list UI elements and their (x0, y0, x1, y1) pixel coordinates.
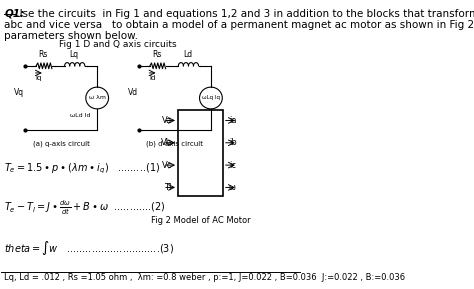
Text: Lq: Lq (69, 50, 78, 59)
Text: Vq: Vq (14, 88, 24, 97)
Text: Id: Id (149, 75, 156, 81)
Text: Ld: Ld (183, 50, 192, 59)
Text: Fig 2 Model of AC Motor: Fig 2 Model of AC Motor (151, 216, 250, 225)
Text: ω λm: ω λm (89, 95, 106, 101)
Text: $T_e = 1.5 \bullet p \bullet (\lambda m \bullet i_q)$   .........(1): $T_e = 1.5 \bullet p \bullet (\lambda m … (4, 162, 161, 176)
Text: iq: iq (36, 75, 42, 81)
Text: ib: ib (229, 138, 237, 147)
Text: Va: Va (162, 116, 172, 125)
Text: (b) d-axis circuit: (b) d-axis circuit (146, 141, 203, 147)
Text: TI: TI (164, 183, 172, 192)
Text: ic: ic (229, 161, 236, 170)
Text: ωLd Id: ωLd Id (71, 113, 91, 118)
Text: Vb: Vb (161, 138, 172, 147)
Text: Lq, Ld = .012 , Rs =1.05 ohm ,  λm: =0.8 weber , p:=1, J=0.022 , B=0.036  J:=0.0: Lq, Ld = .012 , Rs =1.05 ohm , λm: =0.8 … (4, 273, 405, 282)
Text: abc and vice versa   to obtain a model of a permanent magnet ac motor as shown i: abc and vice versa to obtain a model of … (4, 20, 474, 30)
Text: ωLq Iq: ωLq Iq (202, 95, 220, 101)
Text: Rs: Rs (152, 51, 162, 60)
Text: parameters shown below.: parameters shown below. (4, 32, 138, 41)
Text: Vd: Vd (128, 88, 137, 97)
Text: Q1:: Q1: (4, 9, 25, 18)
Text: Vc: Vc (162, 161, 172, 170)
Text: (a) q-axis circuit: (a) q-axis circuit (33, 141, 90, 147)
Text: Fig 1 D and Q axis circuits: Fig 1 D and Q axis circuits (59, 40, 177, 49)
Text: ω: ω (229, 183, 236, 192)
Text: $theta = \int w$   ..............................(3): $theta = \int w$ .......................… (4, 239, 174, 257)
Text: ia: ia (229, 116, 237, 125)
Text: $T_e - T_l = J \bullet \frac{d\omega}{dt} + B \bullet \omega$  ............(2): $T_e - T_l = J \bullet \frac{d\omega}{dt… (4, 199, 166, 217)
Bar (178, 110, 223, 196)
Text: Use the circuits  in Fig 1 and equations 1,2 and 3 in addition to the blocks tha: Use the circuits in Fig 1 and equations … (16, 9, 474, 18)
Text: Rs: Rs (38, 51, 48, 60)
